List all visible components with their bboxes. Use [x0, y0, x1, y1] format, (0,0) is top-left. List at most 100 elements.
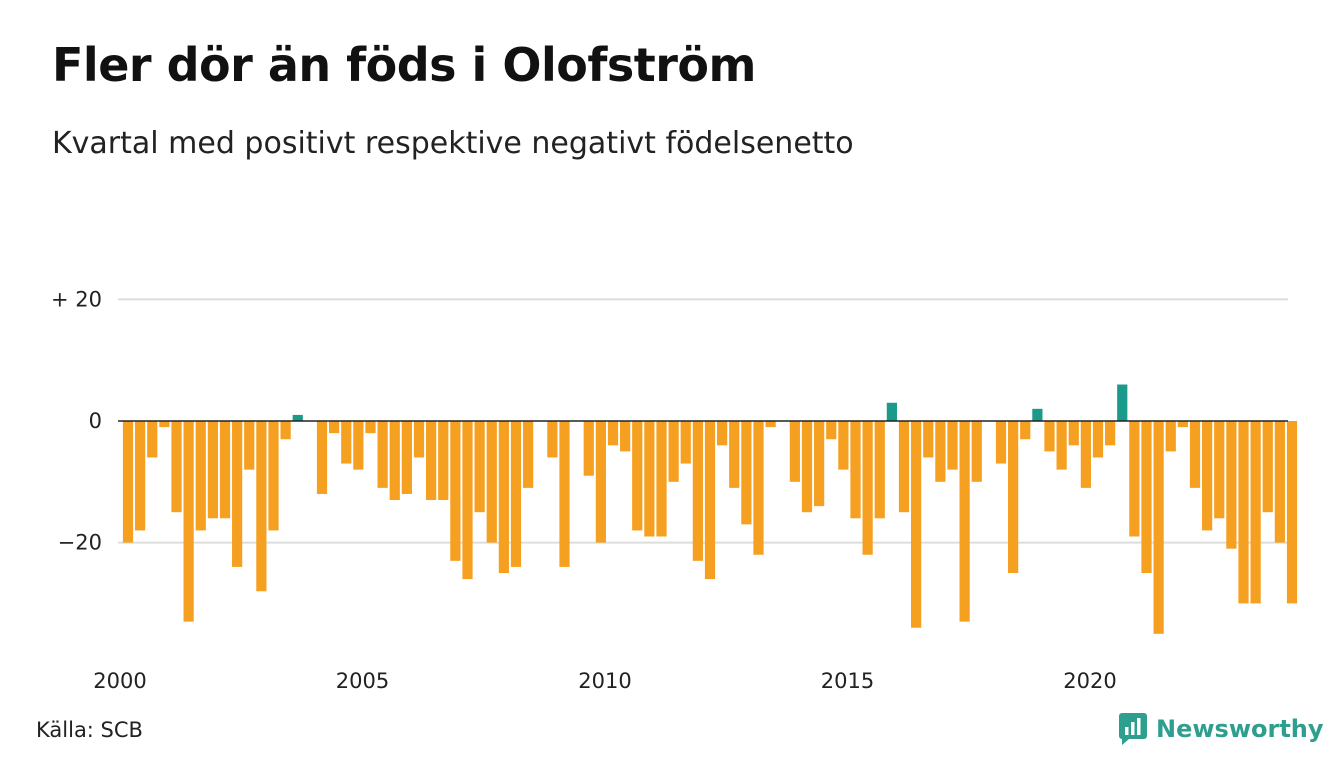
bar	[741, 421, 752, 525]
bar	[438, 421, 449, 501]
bar	[862, 421, 873, 555]
bar	[850, 421, 861, 519]
bar	[207, 421, 218, 519]
bar	[147, 421, 158, 458]
bar	[1141, 421, 1152, 573]
chart-subtitle: Kvartal med positivt respektive negativt…	[52, 126, 854, 161]
bar	[256, 421, 267, 592]
bar	[510, 421, 522, 567]
bar	[426, 421, 437, 501]
bar	[607, 421, 619, 446]
bar	[692, 421, 703, 561]
bar	[389, 421, 400, 501]
bar	[316, 421, 328, 494]
y-tick-label: + 20	[51, 287, 102, 311]
bar	[1117, 384, 1128, 421]
bar	[971, 421, 982, 482]
grid-layer	[118, 298, 1288, 544]
x-tick-labels: 2000 2005 2010 2015 2020	[93, 669, 1116, 693]
bar	[523, 421, 534, 488]
x-tick-label: 2020	[1063, 669, 1116, 693]
bar	[753, 421, 764, 555]
bar	[547, 421, 558, 458]
bar	[122, 421, 134, 543]
bar	[1226, 421, 1237, 549]
bar	[219, 421, 231, 519]
bar	[1274, 421, 1285, 543]
newsworthy-logo-icon	[1119, 713, 1147, 745]
y-tick-label: −20	[58, 531, 102, 555]
bar	[341, 421, 352, 464]
bar	[135, 421, 146, 531]
bar	[729, 421, 740, 488]
bar	[401, 421, 412, 494]
bar	[898, 421, 910, 513]
bar	[280, 421, 291, 440]
bar	[183, 421, 194, 622]
bar	[1238, 421, 1249, 604]
bar	[1105, 421, 1116, 446]
bar	[353, 421, 364, 470]
bar	[1250, 421, 1261, 604]
bar	[838, 421, 849, 470]
bar	[1153, 421, 1164, 634]
bar	[1056, 421, 1067, 470]
bar	[717, 421, 728, 446]
bar	[159, 421, 170, 428]
x-tick-label: 2005	[336, 669, 389, 693]
bar	[595, 421, 606, 543]
newsworthy-brand[interactable]: Newsworthy	[1118, 712, 1324, 746]
bar	[1262, 421, 1273, 513]
bar	[268, 421, 279, 531]
x-tick-label: 2015	[821, 669, 874, 693]
chart-title: Fler dör än föds i Olofström	[52, 38, 756, 92]
bar	[632, 421, 643, 531]
bar	[923, 421, 934, 458]
bar-layer	[122, 384, 1298, 634]
bar	[195, 421, 206, 531]
bar	[814, 421, 825, 507]
bar	[1008, 421, 1019, 573]
bar	[462, 421, 473, 580]
bar	[1165, 421, 1176, 452]
bar	[1286, 421, 1298, 604]
bar	[365, 421, 376, 434]
source-note: Källa: SCB	[36, 718, 143, 742]
bar	[826, 421, 837, 440]
bar	[947, 421, 958, 470]
bar	[1129, 421, 1140, 537]
bar	[486, 421, 497, 543]
y-tick-label: 0	[89, 409, 102, 433]
bar	[244, 421, 255, 470]
bar	[171, 421, 182, 513]
bar	[1020, 421, 1031, 440]
bar	[498, 421, 509, 573]
bar	[1214, 421, 1225, 519]
bar	[959, 421, 970, 622]
bar	[559, 421, 570, 567]
bar	[668, 421, 679, 482]
bar	[232, 421, 243, 567]
bar	[583, 421, 594, 476]
bar	[765, 421, 776, 428]
bar	[886, 402, 897, 421]
y-tick-labels: + 20 0 −20	[51, 287, 102, 554]
x-tick-label: 2000	[93, 669, 146, 693]
bar	[1068, 421, 1079, 446]
x-tick-label: 2010	[578, 669, 631, 693]
bar	[474, 421, 485, 513]
bar	[1044, 421, 1055, 452]
bar	[377, 421, 388, 488]
brand-name: Newsworthy	[1156, 715, 1324, 743]
bar	[704, 421, 716, 580]
bar	[329, 421, 340, 434]
bar	[1202, 421, 1213, 531]
bar	[911, 421, 922, 628]
bar	[450, 421, 461, 561]
bar	[1080, 421, 1091, 488]
bar	[789, 421, 800, 482]
bar	[1032, 408, 1043, 421]
bar	[1189, 421, 1201, 488]
bar	[1092, 421, 1104, 458]
